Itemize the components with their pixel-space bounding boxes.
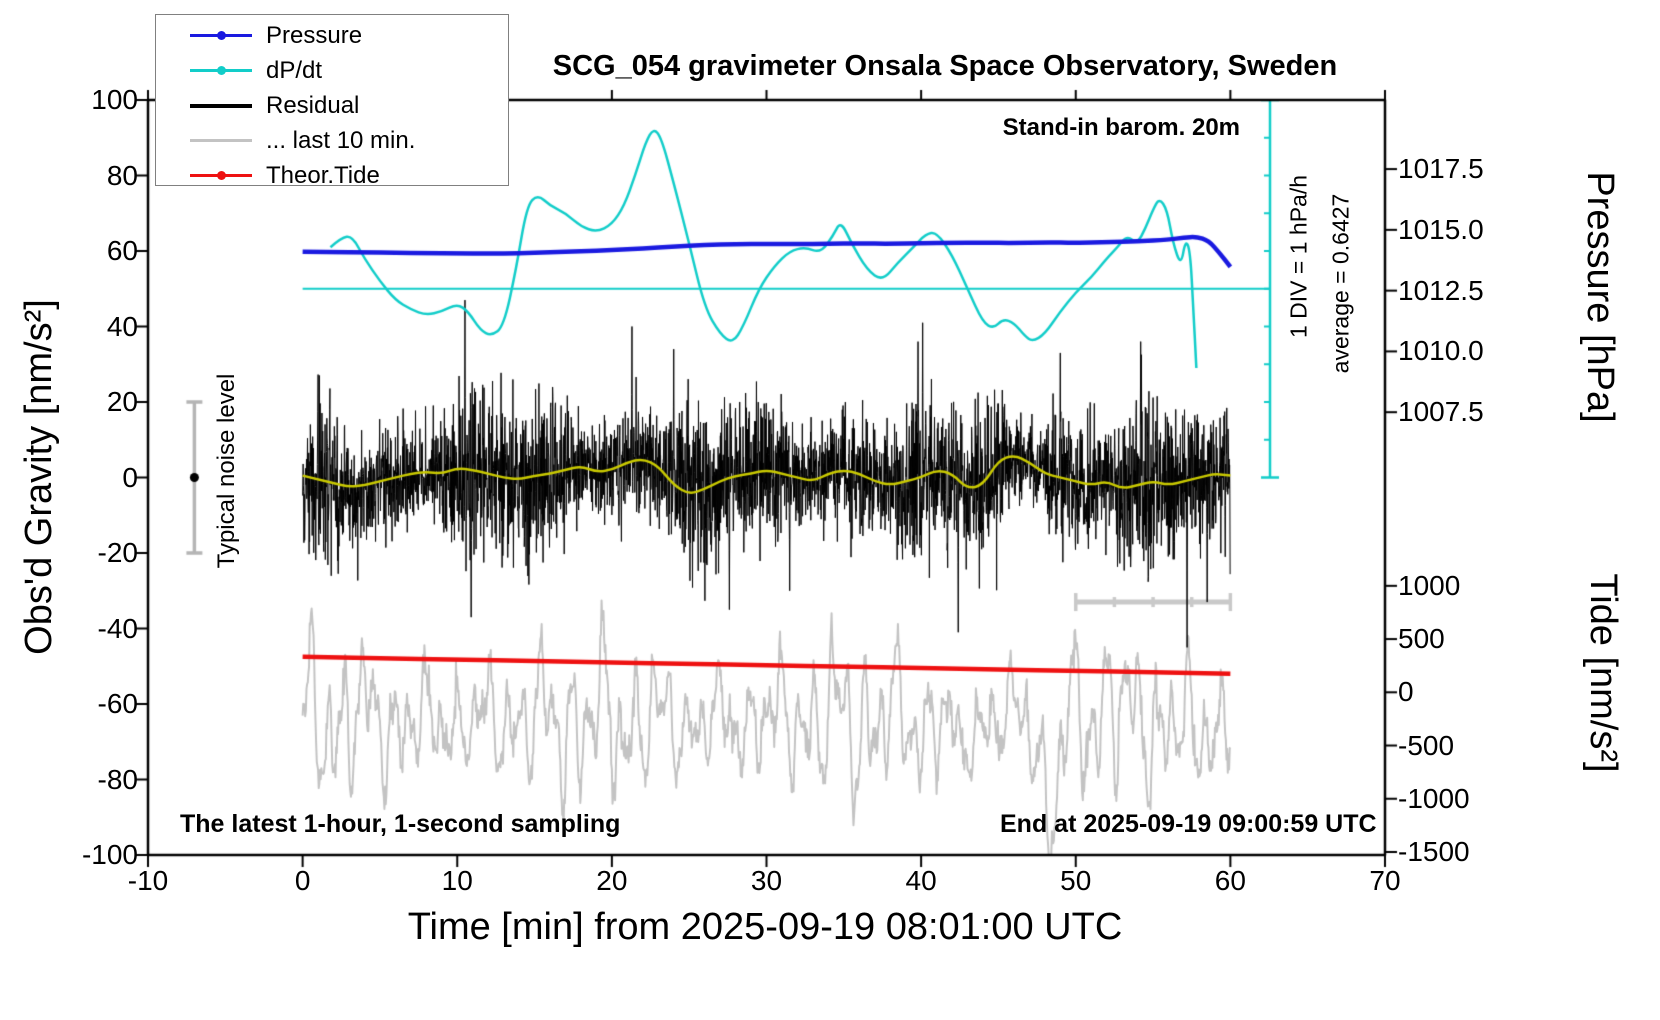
dpdt-line-icon: [190, 56, 252, 85]
tide-line-icon: [190, 161, 252, 190]
gravity-tick-label: -40: [97, 612, 138, 644]
legend-label: Pressure: [266, 21, 363, 49]
sampling-annotation: The latest 1-hour, 1-second sampling: [180, 810, 621, 838]
legend-label: ... last 10 min.: [266, 126, 416, 154]
last10-line-icon: [190, 126, 252, 155]
legend-item-last10: ... last 10 min.: [156, 126, 508, 155]
legend-item-residual: Residual: [156, 91, 508, 120]
gravity-tick-label: 0: [122, 461, 138, 493]
pressure-line-icon: [190, 21, 252, 50]
tide-tick-label: 0: [1398, 676, 1414, 708]
legend-item-dpdt: dP/dt: [156, 56, 508, 85]
x-tick-label: 40: [905, 865, 937, 896]
end-time-annotation: End at 2025-09-19 09:00:59 UTC: [1000, 810, 1377, 838]
tide-tick-label: -1000: [1398, 782, 1470, 814]
tide-tick-label: -1500: [1398, 835, 1470, 867]
noise-level-annotation: Typical noise level: [213, 373, 240, 569]
gravity-tick-label: 20: [106, 386, 138, 417]
legend-label: Theor.Tide: [266, 161, 380, 189]
x-axis-label: Time [min] from 2025-09-19 08:01:00 UTC: [407, 906, 1123, 948]
x-tick-label: 10: [441, 865, 473, 896]
x-tick-label: 30: [750, 865, 783, 896]
pressure-tick-label: 1007.5: [1398, 396, 1484, 428]
x-tick-label: 50: [1060, 865, 1092, 896]
x-tick-label: 0: [294, 865, 311, 896]
legend-item-pressure: Pressure: [156, 21, 508, 50]
tide-tick-label: 1000: [1398, 569, 1461, 601]
gravity-tick-label: 100: [91, 84, 138, 115]
gravity-tick-label: 80: [106, 159, 138, 191]
page-title: SCG_054 gravimeter Onsala Space Observat…: [552, 50, 1338, 82]
y-axis-label-tide: Tide [nm/s²]: [1582, 573, 1624, 773]
gravity-tick-label: -100: [81, 839, 138, 870]
legend-item-tide: Theor.Tide: [156, 161, 508, 190]
tide-tick-label: -500: [1398, 729, 1455, 761]
pressure-tick-label: 1012.5: [1398, 274, 1484, 306]
tide-tick-label: 500: [1398, 623, 1445, 655]
residual-line-icon: [190, 91, 252, 120]
average-annotation: average = 0.6427: [1327, 193, 1354, 374]
gravity-tick-label: -20: [97, 537, 138, 568]
div-scale-annotation: 1 DIV = 1 hPa/h: [1285, 174, 1312, 339]
gravity-tick-label: -80: [97, 763, 138, 795]
pressure-tick-label: 1015.0: [1398, 213, 1484, 245]
gravity-tick-label: 40: [106, 310, 138, 342]
gravity-tick-label: 60: [106, 235, 138, 266]
x-tick-label: 60: [1214, 865, 1246, 896]
x-tick-label: 20: [596, 865, 628, 896]
legend-label: Residual: [266, 91, 360, 119]
x-tick-label: 70: [1369, 865, 1401, 896]
pressure-tick-label: 1017.5: [1398, 153, 1484, 185]
legend-label: dP/dt: [266, 56, 323, 84]
legend: Pressure dP/dt Residual ... last 10 min.…: [155, 14, 509, 189]
gravity-tick-label: -60: [97, 688, 138, 719]
barometer-annotation: Stand-in barom. 20m: [1002, 114, 1240, 141]
x-tick-label: -10: [127, 865, 169, 896]
pressure-tick-label: 1010.0: [1398, 335, 1484, 367]
